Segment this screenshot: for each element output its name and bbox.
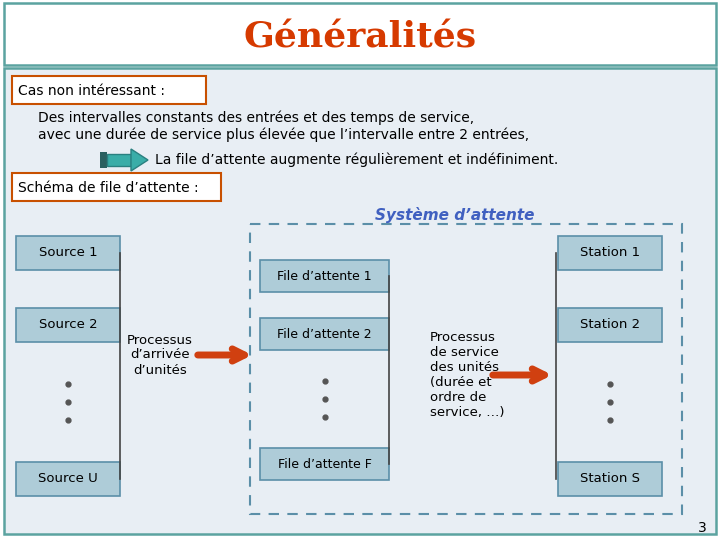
FancyBboxPatch shape	[100, 152, 107, 168]
Text: Station S: Station S	[580, 472, 640, 485]
FancyBboxPatch shape	[12, 173, 221, 201]
Text: File d’attente F: File d’attente F	[278, 457, 372, 470]
Text: Schéma de file d’attente :: Schéma de file d’attente :	[18, 181, 199, 195]
Text: Source 1: Source 1	[39, 246, 97, 260]
Text: Généralités: Généralités	[243, 20, 477, 54]
FancyBboxPatch shape	[558, 236, 662, 270]
FancyBboxPatch shape	[260, 318, 389, 350]
Text: File d’attente 1: File d’attente 1	[277, 269, 372, 282]
FancyBboxPatch shape	[558, 462, 662, 496]
Text: Station 2: Station 2	[580, 319, 640, 332]
Text: File d’attente 2: File d’attente 2	[277, 327, 372, 341]
FancyBboxPatch shape	[107, 154, 131, 166]
Text: Processus
d’arrivée
d’unités: Processus d’arrivée d’unités	[127, 334, 193, 376]
FancyBboxPatch shape	[16, 308, 120, 342]
Text: Des intervalles constants des entrées et des temps de service,: Des intervalles constants des entrées et…	[38, 111, 474, 125]
Polygon shape	[131, 149, 148, 171]
Text: La file d’attente augmente régulièrement et indéfiniment.: La file d’attente augmente régulièrement…	[155, 153, 558, 167]
FancyBboxPatch shape	[4, 3, 716, 65]
FancyBboxPatch shape	[260, 260, 389, 292]
Text: Station 1: Station 1	[580, 246, 640, 260]
FancyBboxPatch shape	[16, 236, 120, 270]
Text: Source U: Source U	[38, 472, 98, 485]
Text: 3: 3	[698, 521, 706, 535]
FancyBboxPatch shape	[558, 308, 662, 342]
Text: avec une durée de service plus élevée que l’intervalle entre 2 entrées,: avec une durée de service plus élevée qu…	[38, 128, 529, 142]
Text: Source 2: Source 2	[39, 319, 97, 332]
FancyBboxPatch shape	[260, 448, 389, 480]
Text: Cas non intéressant :: Cas non intéressant :	[18, 84, 165, 98]
Text: Système d’attente: Système d’attente	[375, 207, 535, 223]
FancyBboxPatch shape	[16, 462, 120, 496]
FancyBboxPatch shape	[12, 76, 206, 104]
FancyBboxPatch shape	[4, 68, 716, 534]
Text: Processus
de service
des unités
(durée et
ordre de
service, …): Processus de service des unités (durée e…	[430, 331, 505, 419]
